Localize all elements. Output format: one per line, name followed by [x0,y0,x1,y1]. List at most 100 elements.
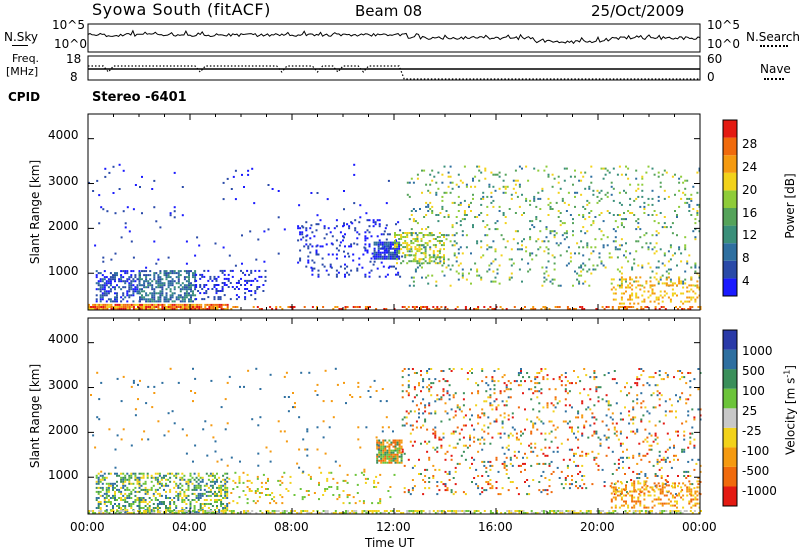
scatter-cell [652,376,655,379]
scatter-cell [676,234,678,237]
scatter-cell [383,512,386,514]
scatter-cell [508,510,511,512]
scatter-cell [598,214,601,216]
scatter-cell [267,510,270,512]
scatter-cell [443,254,445,257]
scatter-cell [212,308,215,310]
scatter-cell [209,499,212,501]
scatter-cell [394,255,396,258]
scatter-cell [521,167,523,170]
scatter-cell [541,187,544,190]
scatter-cell [469,408,471,411]
scatter-cell [548,446,551,449]
scatter-cell [451,187,454,190]
scatter-cell [130,274,133,277]
scatter-cell [487,432,490,435]
scatter-cell [223,273,226,276]
scatter-cell [138,507,141,509]
scatter-cell [650,444,653,447]
scatter-cell [491,485,494,488]
scatter-cell [124,303,127,306]
scatter-cell [297,239,300,242]
scatter-cell [436,306,439,308]
scatter-cell [353,512,356,514]
scatter-cell [207,279,210,282]
scatter-cell [153,288,156,291]
scatter-cell [179,296,182,299]
scatter-cell [521,244,523,247]
scatter-cell [138,501,141,503]
scatter-cell [145,292,148,295]
scatter-cell [689,475,692,477]
scatter-cell [444,470,447,473]
scatter-cell [434,258,437,261]
scatter-cell [354,219,357,222]
scatter-cell [502,179,505,182]
scatter-cell [403,452,406,455]
scatter-cell [659,510,662,512]
scatter-cell [663,486,666,489]
scatter-cell [418,408,420,411]
scatter-cell [208,308,211,310]
scatter-cell [154,497,157,499]
scatter-cell [169,290,172,293]
scatter-cell [453,244,456,247]
scatter-cell [635,292,638,295]
scatter-cell [516,242,519,245]
scatter-cell [400,459,403,462]
scatter-cell [139,272,141,275]
scatter-cell [211,480,214,483]
scatter-cell [486,270,489,273]
scatter-cell [424,512,427,514]
scatter-cell [625,484,627,487]
scatter-cell [173,280,176,283]
scatter-cell [602,220,605,223]
scatter-cell [296,512,299,514]
scatter-cell [169,272,172,275]
scatter-cell [679,396,682,399]
scatter-cell [438,510,441,512]
scatter-cell [130,490,133,493]
scatter-cell [639,284,642,287]
scatter-cell [513,306,516,308]
scatter-cell [173,288,176,291]
scatter-cell [635,240,638,243]
scatter-cell [550,460,553,463]
scatter-cell [626,448,628,451]
scatter-cell [386,451,389,454]
scatter-cell [185,507,188,509]
scatter-cell [126,292,129,295]
scatter-cell [419,264,421,267]
scatter-cell [390,265,393,268]
scatter-cell [353,242,356,245]
scatter-cell [188,292,190,295]
scatter-cell [407,374,410,377]
scatter-cell [622,466,624,469]
scatter-cell [375,512,378,514]
scatter-cell [163,303,166,306]
scatter-cell [335,269,338,272]
scatter-cell [543,250,546,253]
scatter-cell [652,406,655,409]
scatter-cell [194,270,197,273]
scatter-cell [194,272,197,275]
scatter-cell [128,276,131,279]
scatter-cell [508,512,511,514]
scatter-cell [669,298,672,301]
scatter-cell [653,504,656,507]
scatter-cell [173,474,176,477]
scatter-cell [118,490,121,493]
scatter-cell [553,268,556,271]
scatter-cell [193,505,196,507]
scatter-cell [478,165,481,168]
scatter-cell [422,386,425,389]
scatter-cell [142,488,145,491]
scatter-cell [132,300,135,303]
scatter-cell [103,497,106,499]
scatter-cell [554,398,557,401]
scatter-cell [181,286,184,289]
scatter-cell [593,430,596,433]
scatter-cell [552,470,555,473]
scatter-cell [138,499,141,501]
scatter-cell [99,474,102,477]
